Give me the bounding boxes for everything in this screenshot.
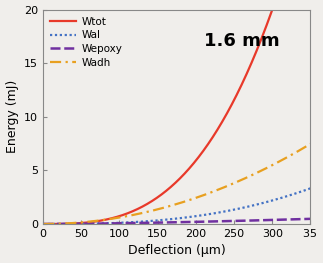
- Wepoxy: [55, 222, 59, 226]
- Wepoxy: [301, 218, 305, 221]
- Wal: [55, 222, 59, 226]
- Wepoxy: [308, 217, 312, 220]
- Wadh: [55, 222, 59, 225]
- Wal: [164, 218, 168, 221]
- Wal: [308, 187, 312, 190]
- Wal: [41, 222, 45, 226]
- Wal: [171, 217, 175, 220]
- Wal: [252, 204, 255, 207]
- Wepoxy: [301, 218, 305, 221]
- Wtot: [41, 222, 45, 226]
- X-axis label: Deflection (μm): Deflection (μm): [128, 244, 226, 257]
- Wepoxy: [252, 219, 255, 222]
- Text: 1.6 mm: 1.6 mm: [203, 32, 279, 50]
- Wadh: [252, 173, 255, 176]
- Y-axis label: Energy (mJ): Energy (mJ): [5, 80, 18, 153]
- Wal: [301, 190, 305, 193]
- Line: Wal: Wal: [43, 188, 310, 224]
- Wadh: [308, 142, 312, 145]
- Line: Wadh: Wadh: [43, 144, 310, 224]
- Wadh: [41, 222, 45, 226]
- Wepoxy: [41, 222, 45, 226]
- Legend: Wtot, Wal, Wepoxy, Wadh: Wtot, Wal, Wepoxy, Wadh: [48, 15, 125, 70]
- Wtot: [171, 183, 175, 186]
- Wadh: [164, 205, 168, 209]
- Wtot: [252, 56, 255, 59]
- Line: Wtot: Wtot: [43, 0, 310, 224]
- Line: Wepoxy: Wepoxy: [43, 219, 310, 224]
- Wtot: [164, 189, 168, 193]
- Wal: [301, 189, 305, 193]
- Wadh: [171, 204, 175, 207]
- Wadh: [301, 147, 305, 150]
- Wepoxy: [171, 221, 175, 224]
- Wtot: [55, 222, 59, 226]
- Wepoxy: [164, 221, 168, 224]
- Wadh: [301, 147, 305, 150]
